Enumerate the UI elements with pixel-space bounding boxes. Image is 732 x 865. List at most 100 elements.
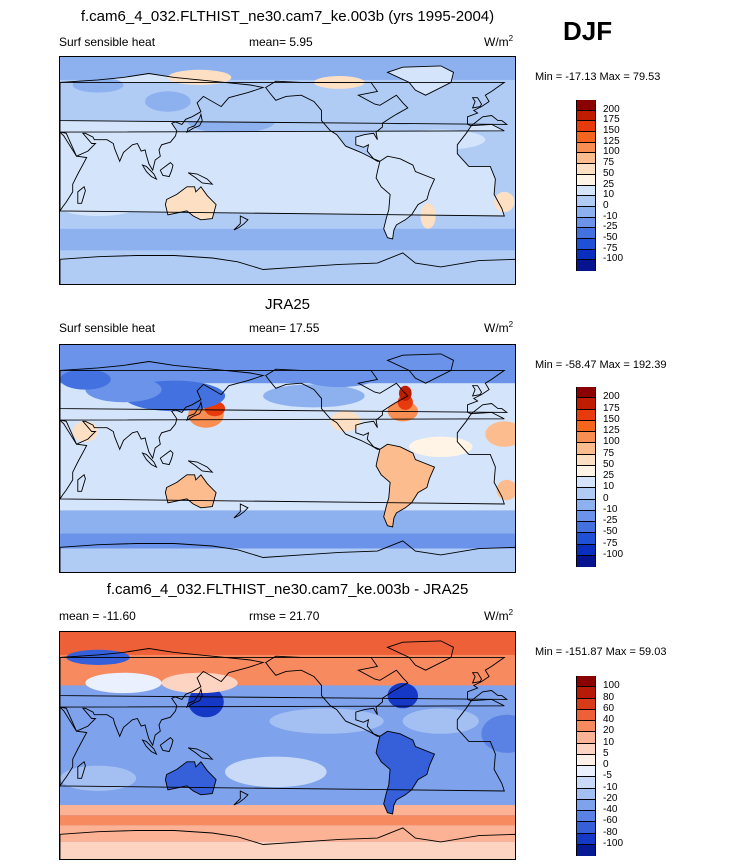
field-contour [72,77,124,93]
field-band [60,510,515,534]
panel-1-units: W/m2 [484,34,513,49]
colorbar-tick-label: -10 [603,210,618,222]
coastline [164,761,217,796]
colorbar-tick-label: 200 [603,103,620,115]
land-field [265,81,408,162]
colorbar-swatch [577,698,595,710]
colorbar-tick-label: -75 [603,242,618,254]
colorbar-tick-label: -50 [603,526,618,538]
colorbar-swatch [577,687,595,699]
colorbar-tick-label: -25 [603,515,618,526]
colorbar-swatch [577,811,595,823]
panel-3-mean-label: mean = -11.60 [59,609,136,623]
land-field [60,252,515,284]
land-field [376,444,435,527]
colorbar-swatch [577,121,595,133]
panel-2-variable-label: Surf sensible heat [59,321,156,335]
season-label: DJF [563,16,613,46]
colorbar-tick-label: 75 [603,447,615,459]
colorbar-swatch [577,754,595,766]
coastline [60,648,265,747]
colorbar-swatch [577,206,595,218]
panel-1-map-svg [60,57,515,284]
colorbar-swatch [577,238,595,250]
colorbar-tick-label: -50 [603,231,618,243]
coastline [187,460,214,473]
coastline [60,123,505,217]
colorbar-swatch [577,228,595,239]
colorbar-swatch [577,387,595,399]
coastline [77,761,86,779]
colorbar-tick-label: 150 [603,413,620,425]
field-contour [330,411,361,432]
colorbar-tick-label: 100 [603,680,620,692]
colorbar-swatch [577,833,595,845]
coastline [186,400,203,422]
field-contour [409,436,473,457]
field-contour [481,714,515,753]
land-field [387,65,454,96]
colorbar-swatch [577,196,595,207]
coastline [60,369,509,415]
coastline [60,698,505,792]
colorbar-tick-label: -25 [603,221,618,233]
colorbar-swatch [577,743,595,755]
land-field [376,156,435,239]
colorbar-swatch [577,766,595,778]
colorbar-tick-label: 200 [603,391,620,403]
panel-3-units-base: W/m [484,609,509,623]
panel-1-colorbar [576,100,596,271]
coastline [164,474,217,509]
field-band [60,815,515,826]
colorbar-swatch [577,799,595,811]
panel-1-variable-label: Surf sensible heat [59,35,156,49]
coastline [141,452,158,469]
panel-2-title: JRA25 [264,296,311,313]
colorbar-tick-label: -10 [603,503,618,515]
land-field [165,474,217,508]
coastline [386,353,455,384]
field-band [60,632,515,655]
field-contour [225,756,327,788]
coastline [375,155,436,240]
coastline [164,186,217,221]
panel-2-map-svg [60,345,515,572]
colorbar-tick-label: 0 [603,199,609,211]
colorbar-swatch [577,164,595,175]
colorbar-tick-label: 0 [603,492,609,504]
colorbar-tick-label: 40 [603,714,615,725]
field-contour [294,657,384,683]
colorbar-tick-label: -100 [603,253,624,265]
colorbar-swatch [577,709,595,721]
field-contour [60,765,137,791]
colorbar-tick-label: 75 [603,157,615,169]
field-contour [263,384,365,408]
panel-3-rmse-label: rmse = 21.70 [249,609,320,623]
coastline [159,450,174,466]
colorbar-tick-label: 0 [603,759,609,770]
field-contour [269,708,384,734]
coastline [60,540,515,572]
land-field [60,124,505,216]
panel-2-map [59,344,516,573]
colorbar-swatch [577,110,595,122]
colorbar-tick-label: 25 [603,178,615,190]
field-contour [301,366,378,387]
colorbar-tick-label: 10 [603,736,615,748]
panel-2-units: W/m2 [484,320,513,335]
colorbar-tick-label: -80 [603,826,618,838]
colorbar-swatch [577,465,595,477]
colorbar-swatch [577,544,595,556]
colorbar-swatch [577,142,595,154]
colorbar-swatch [577,249,595,261]
field-band [60,841,515,859]
land-field [165,186,217,220]
colorbar-swatch [577,533,595,545]
colorbar-tick-label: 50 [603,167,615,179]
field-contour [145,91,191,112]
coastline [186,687,203,709]
land-field [165,761,217,795]
coastline [60,252,515,284]
colorbar-swatch [577,788,595,800]
colorbar-tick-label: 125 [603,425,620,436]
